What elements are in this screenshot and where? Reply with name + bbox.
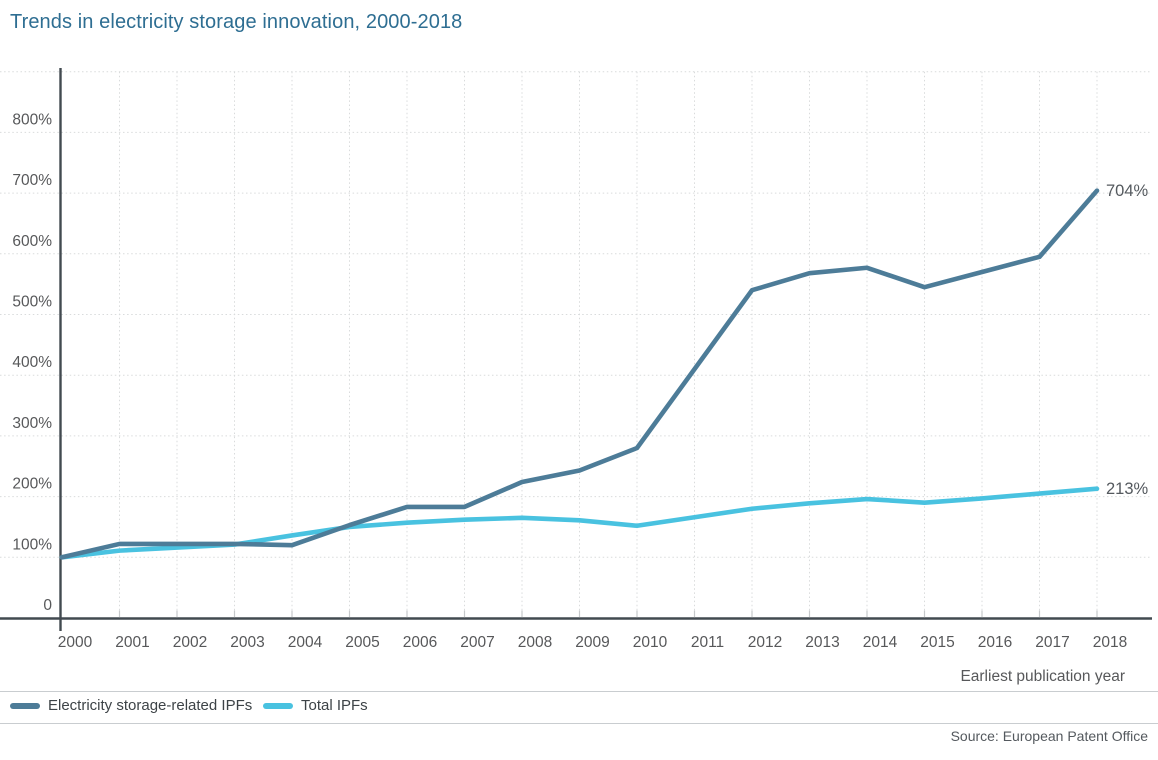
x-tick-label: 2008 xyxy=(518,634,552,651)
legend-swatch-total-ipfs xyxy=(263,703,293,709)
chart-title: Trends in electricity storage innovation… xyxy=(10,11,463,33)
legend-swatch-electricity-storage xyxy=(10,703,40,709)
y-tick-label: 600% xyxy=(12,233,52,250)
x-tick-label: 2000 xyxy=(58,634,93,651)
legend-label-electricity-storage: Electricity storage-related IPFs xyxy=(48,697,253,714)
x-tick-label: 2013 xyxy=(805,634,839,651)
x-tick-label: 2014 xyxy=(863,634,898,651)
series-end-label-total-ipfs: 213% xyxy=(1106,480,1149,498)
x-tick-label: 2009 xyxy=(575,634,609,651)
y-tick-label: 700% xyxy=(12,172,52,189)
legend-row: Electricity storage-related IPFs Total I… xyxy=(0,696,1158,716)
legend-item-total-ipfs: Total IPFs xyxy=(263,696,368,716)
legend-label-total-ipfs: Total IPFs xyxy=(301,697,368,714)
x-tick-label: 2001 xyxy=(115,634,149,651)
x-tick-label: 2017 xyxy=(1035,634,1069,651)
x-tick-label: 2004 xyxy=(288,634,323,651)
y-tick-label: 500% xyxy=(12,294,52,311)
x-tick-label: 2016 xyxy=(978,634,1012,651)
series-line-electricity-storage-related-ipfs xyxy=(59,188,1100,560)
x-tick-label: 2007 xyxy=(460,634,494,651)
line-chart: 0 100% 200% 300% 400% 500% 600% 700% 800% 2000 200… xyxy=(0,68,1152,685)
legend-item-electricity-storage: Electricity storage-related IPFs xyxy=(10,696,252,716)
series-end-label-electricity-storage-related-ipfs: 704% xyxy=(1106,182,1149,200)
x-tick-label: 2002 xyxy=(173,634,207,651)
y-tick-label: 100% xyxy=(12,536,52,553)
footer-divider-top xyxy=(0,691,1158,692)
x-axis-title: Earliest publication year xyxy=(960,668,1125,685)
source-credit: Source: European Patent Office xyxy=(950,728,1148,744)
y-tick-label: 400% xyxy=(12,354,52,371)
footer-divider-bottom xyxy=(0,723,1158,724)
y-tick-label: 800% xyxy=(12,111,52,128)
y-tick-label: 0 xyxy=(43,597,52,614)
x-tick-label: 2012 xyxy=(748,634,782,651)
x-tick-label: 2006 xyxy=(403,634,437,651)
x-tick-label: 2005 xyxy=(345,634,379,651)
x-tick-label: 2011 xyxy=(691,634,724,651)
x-tick-label: 2018 xyxy=(1093,634,1127,651)
x-tick-label: 2003 xyxy=(230,634,264,651)
x-tick-label: 2015 xyxy=(920,634,954,651)
y-tick-label: 200% xyxy=(12,476,52,493)
x-tick-label: 2010 xyxy=(633,634,668,651)
y-tick-label: 300% xyxy=(12,415,52,432)
